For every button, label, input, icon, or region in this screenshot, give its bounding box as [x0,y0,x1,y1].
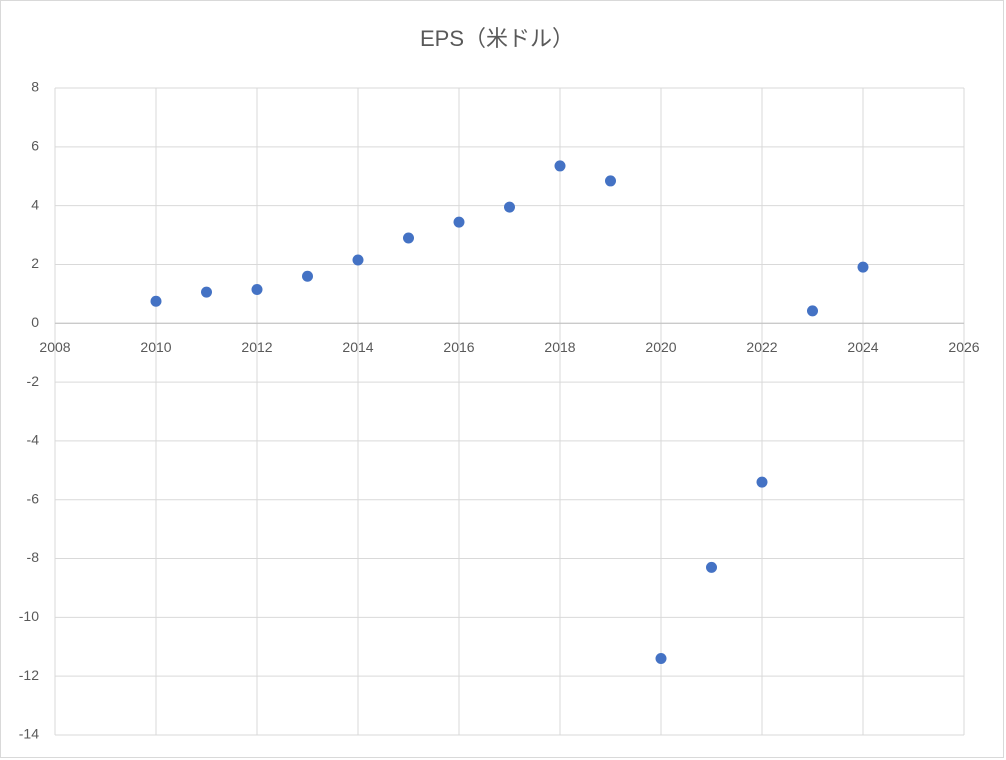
y-tick-label: 0 [31,314,39,330]
y-tick-label: -10 [19,608,39,624]
y-tick-label: -14 [19,726,39,742]
point [403,232,414,244]
y-tick-label: 2 [31,255,39,271]
point [554,160,566,172]
x-tick-label: 2010 [140,339,171,355]
point [756,476,768,488]
point [302,270,313,282]
point [655,653,667,665]
point [706,561,717,573]
x-tick-label: 2022 [746,339,777,355]
point [352,254,364,266]
x-tick-label: 2016 [443,339,474,355]
point [504,201,515,213]
x-tick-label: 2012 [241,339,272,355]
y-tick-label: -4 [27,432,40,448]
y-tick-label: -2 [27,373,40,389]
y-tick-label: 8 [31,79,39,95]
x-tick-label: 2026 [948,339,979,355]
point [150,295,162,307]
y-tick-label: -6 [27,490,40,506]
x-tick-label: 2008 [39,339,70,355]
y-tick-label: 4 [31,196,39,212]
x-tick-label: 2024 [847,339,878,355]
point [857,261,869,273]
x-tick-label: 2014 [342,339,373,355]
y-tick-label: -8 [27,549,40,565]
x-tick-label: 2018 [544,339,575,355]
point [807,305,818,317]
point [605,175,616,187]
y-tick-label: -12 [19,667,39,683]
chart-title: EPS（米ドル） [420,26,574,51]
y-tick-label: 6 [31,138,39,154]
x-tick-label: 2020 [645,339,676,355]
point [201,286,212,298]
point [251,283,263,295]
point [453,216,465,228]
